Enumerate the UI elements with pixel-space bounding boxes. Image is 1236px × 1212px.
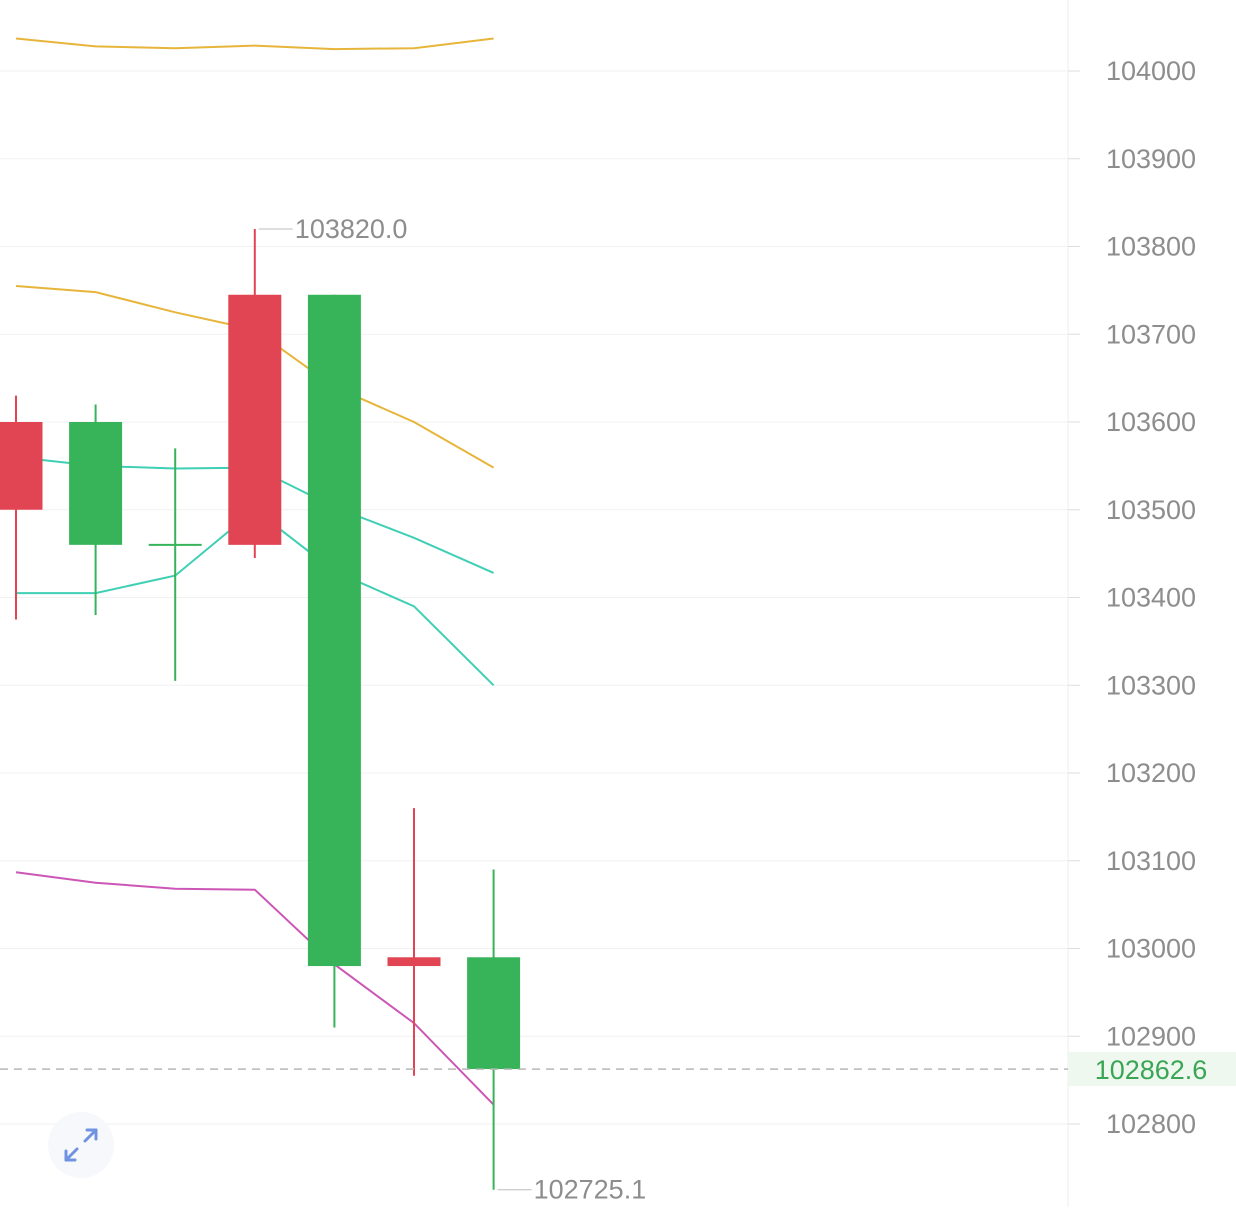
candle-body[interactable] — [0, 422, 43, 510]
y-tick-label: 103700 — [1106, 319, 1196, 349]
max-price-marker-label: 103820.0 — [295, 214, 408, 244]
y-tick-label: 104000 — [1106, 56, 1196, 86]
min-price-marker-label: 102725.1 — [534, 1175, 647, 1205]
y-tick-label: 102900 — [1106, 1021, 1196, 1051]
y-tick-label: 103400 — [1106, 583, 1196, 613]
candle-body[interactable] — [467, 957, 521, 1070]
current-price-label-bg — [1068, 1052, 1236, 1087]
candle-body[interactable] — [69, 422, 123, 545]
candle-body[interactable] — [228, 294, 282, 545]
y-tick-label: 103100 — [1106, 846, 1196, 876]
y-tick-label: 103200 — [1106, 758, 1196, 788]
y-tick-label: 102800 — [1106, 1109, 1196, 1139]
current-price-label: 102862.6 — [1095, 1055, 1208, 1085]
y-tick-label: 103300 — [1106, 670, 1196, 700]
y-tick-label: 103000 — [1106, 934, 1196, 964]
indicator-line-1 — [15, 37, 494, 51]
indicator-line-5 — [15, 871, 495, 1106]
expand-arrows-icon — [64, 1128, 98, 1162]
y-tick-label: 103900 — [1106, 144, 1196, 174]
expand-button[interactable] — [48, 1112, 114, 1178]
y-tick-label: 103800 — [1106, 232, 1196, 262]
y-tick-label: 103500 — [1106, 495, 1196, 525]
y-tick-label: 103600 — [1106, 407, 1196, 437]
candle-body[interactable] — [307, 294, 361, 967]
candle-body[interactable] — [387, 957, 441, 967]
